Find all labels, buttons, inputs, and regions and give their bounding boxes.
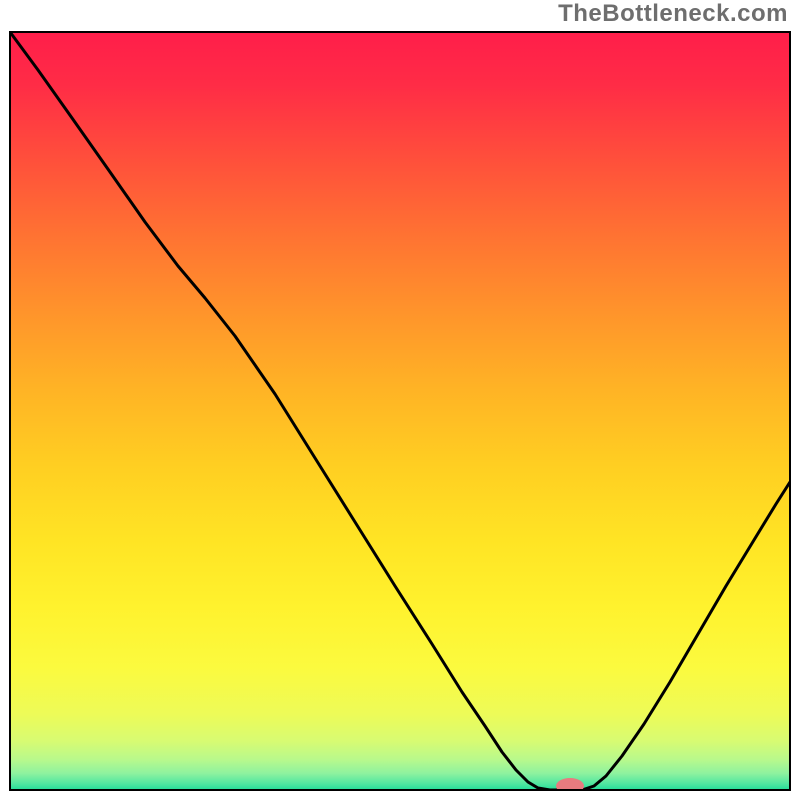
watermark-label: TheBottleneck.com bbox=[558, 0, 788, 28]
optimum-marker bbox=[556, 778, 584, 794]
chart-container: TheBottleneck.com bbox=[0, 0, 800, 800]
bottleneck-chart bbox=[0, 0, 800, 800]
